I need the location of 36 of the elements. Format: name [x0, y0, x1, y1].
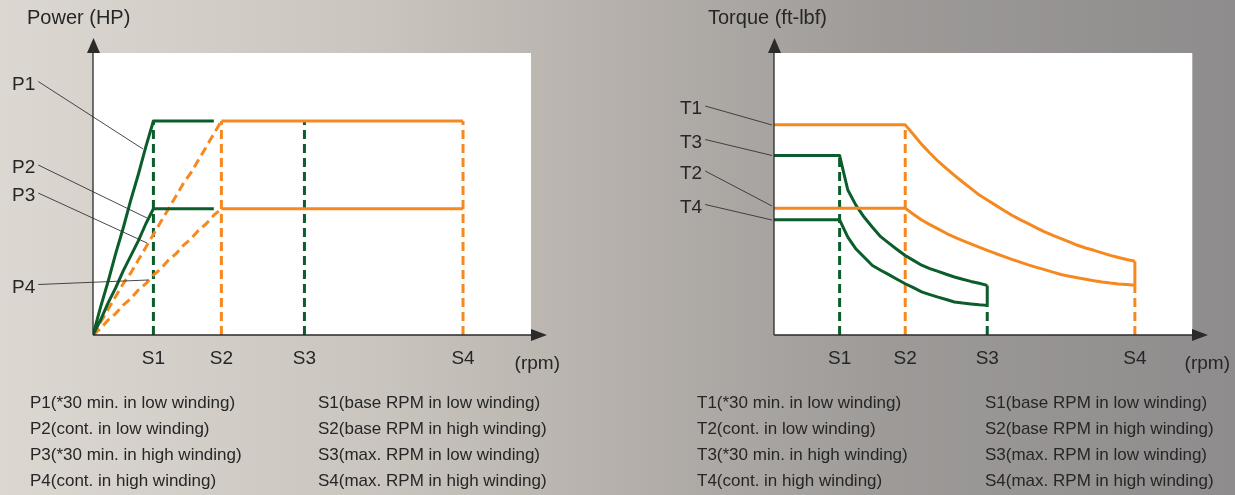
text: P4(cont. in high winding)	[30, 470, 218, 492]
text: S1(base RPM in low winding)	[985, 392, 1209, 414]
x-tick-label: S4	[451, 346, 476, 368]
text: P3	[12, 184, 36, 206]
text: T2	[680, 162, 703, 184]
text: S1(base RPM in low winding)	[318, 392, 542, 414]
x-axis-title: (rpm)	[514, 352, 560, 374]
x-tick-label: S2	[209, 346, 233, 368]
text: T2(cont. in low winding)	[697, 418, 877, 440]
text: P1	[12, 72, 36, 94]
x-tick-label: S3	[292, 346, 317, 368]
text: S2(base RPM in high winding)	[985, 418, 1214, 440]
text: T4(cont. in high winding)	[697, 470, 884, 492]
text: S2(base RPM in high winding)	[318, 418, 547, 440]
text: P4	[12, 275, 36, 297]
x-tick-label: S3	[975, 346, 999, 368]
y-axis-title: Power (HP)	[27, 5, 131, 28]
text: S4(max. RPM in high winding)	[318, 470, 547, 492]
text: T1	[680, 97, 703, 119]
text: T1(*30 min. in low winding)	[697, 392, 903, 414]
text: S4(max. RPM in high winding)	[985, 470, 1214, 492]
x-tick-label: S1	[141, 346, 166, 368]
text: P2	[12, 156, 36, 178]
text: T3	[680, 130, 703, 152]
x-tick-label: S2	[893, 346, 917, 368]
text: S3(max. RPM in low winding)	[985, 444, 1208, 466]
text: P2(cont. in low winding)	[30, 418, 211, 440]
text: P1(*30 min. in low winding)	[30, 392, 237, 414]
x-tick-label: S4	[1123, 346, 1147, 368]
x-tick-label: S1	[827, 346, 852, 368]
text: P3(*30 min. in high winding)	[30, 444, 243, 466]
text: T3(*30 min. in high winding)	[697, 444, 909, 466]
x-axis-title: (rpm)	[1184, 352, 1230, 374]
y-axis-title: Torque (ft-lbf)	[708, 5, 827, 28]
text: T4	[680, 195, 703, 217]
text: S3(max. RPM in low winding)	[318, 444, 541, 466]
